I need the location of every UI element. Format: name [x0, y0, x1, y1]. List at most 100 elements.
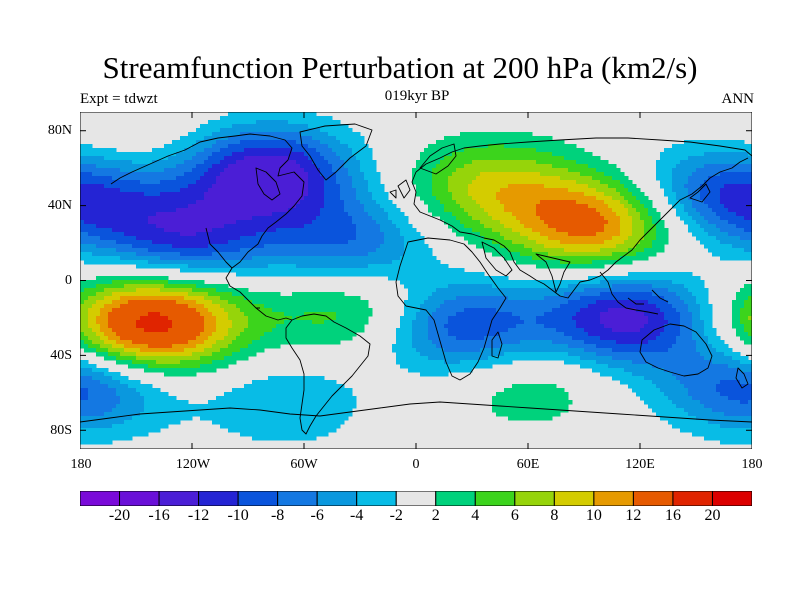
contour-cell: [620, 200, 625, 205]
contour-cell: [224, 168, 229, 173]
contour-cell: [524, 208, 529, 213]
contour-cell: [720, 224, 725, 229]
contour-cell: [556, 144, 561, 149]
contour-cell: [528, 176, 533, 181]
contour-cell: [228, 212, 233, 217]
contour-cell: [344, 124, 349, 129]
contour-cell: [312, 148, 317, 153]
contour-cell: [368, 168, 373, 173]
contour-cell: [324, 176, 329, 181]
contour-cell: [208, 160, 213, 165]
contour-cell: [312, 112, 317, 117]
contour-cell: [628, 228, 633, 233]
contour-cell: [308, 184, 313, 189]
contour-cell: [568, 208, 573, 213]
contour-cell: [204, 212, 209, 217]
contour-cell: [496, 216, 501, 221]
contour-cell: [516, 248, 521, 253]
contour-cell: [468, 216, 473, 221]
contour-cell: [340, 148, 345, 153]
contour-cell: [356, 220, 361, 225]
contour-cell: [564, 160, 569, 165]
contour-cell: [352, 152, 357, 157]
contour-cell: [188, 236, 193, 241]
contour-cell: [596, 252, 601, 257]
contour-cell: [508, 220, 513, 225]
contour-cell: [272, 152, 277, 157]
contour-cell: [360, 220, 365, 225]
contour-cell: [140, 188, 145, 193]
contour-cell: [536, 160, 541, 165]
contour-cell: [240, 212, 245, 217]
contour-cell: [156, 244, 161, 249]
contour-cell: [724, 212, 729, 217]
contour-cell: [212, 208, 217, 213]
contour-cell: [212, 164, 217, 169]
contour-cell: [204, 204, 209, 209]
contour-cell: [428, 196, 433, 201]
contour-cell: [644, 220, 649, 225]
contour-cell: [456, 144, 461, 149]
contour-cell: [540, 264, 545, 269]
contour-cell: [616, 184, 621, 189]
contour-cell: [396, 240, 401, 245]
contour-cell: [196, 252, 201, 257]
contour-cell: [444, 208, 449, 213]
contour-cell: [88, 160, 93, 165]
contour-cell: [360, 216, 365, 221]
contour-cell: [284, 132, 289, 137]
contour-cell: [484, 196, 489, 201]
contour-cell: [448, 184, 453, 189]
contour-cell: [732, 168, 737, 173]
contour-cell: [712, 228, 717, 233]
contour-cell: [616, 192, 621, 197]
contour-cell: [272, 172, 277, 177]
contour-cell: [692, 164, 697, 169]
contour-cell: [116, 196, 121, 201]
contour-cell: [136, 252, 141, 257]
contour-cell: [660, 240, 665, 245]
contour-cell: [88, 236, 93, 241]
contour-cell: [612, 244, 617, 249]
contour-cell: [572, 188, 577, 193]
contour-cell: [184, 188, 189, 193]
contour-cell: [112, 216, 117, 221]
contour-cell: [92, 180, 97, 185]
contour-cell: [284, 144, 289, 149]
contour-cell: [340, 168, 345, 173]
contour-cell: [144, 232, 149, 237]
contour-cell: [532, 244, 537, 249]
contour-cell: [220, 156, 225, 161]
contour-cell: [744, 204, 749, 209]
contour-cell: [484, 204, 489, 209]
contour-cell: [556, 160, 561, 165]
contour-cell: [488, 236, 493, 241]
contour-cell: [284, 224, 289, 229]
contour-cell: [284, 268, 289, 273]
contour-cell: [252, 224, 257, 229]
contour-cell: [228, 240, 233, 245]
contour-cell: [512, 200, 517, 205]
contour-cell: [272, 220, 277, 225]
contour-cell: [220, 188, 225, 193]
contour-cell: [520, 196, 525, 201]
contour-cell: [748, 244, 752, 249]
contour-cell: [336, 248, 341, 253]
contour-cell: [268, 192, 273, 197]
contour-cell: [296, 268, 301, 273]
contour-cell: [284, 136, 289, 141]
contour-cell: [128, 180, 133, 185]
contour-cell: [708, 180, 713, 185]
contour-cell: [288, 260, 293, 265]
contour-cell: [208, 188, 213, 193]
contour-cell: [420, 192, 425, 197]
contour-cell: [724, 232, 729, 237]
contour-cell: [720, 172, 725, 177]
contour-cell: [420, 264, 425, 269]
contour-cell: [552, 196, 557, 201]
contour-cell: [544, 192, 549, 197]
contour-cell: [540, 164, 545, 169]
contour-cell: [576, 216, 581, 221]
contour-cell: [364, 184, 369, 189]
contour-cell: [292, 212, 297, 217]
